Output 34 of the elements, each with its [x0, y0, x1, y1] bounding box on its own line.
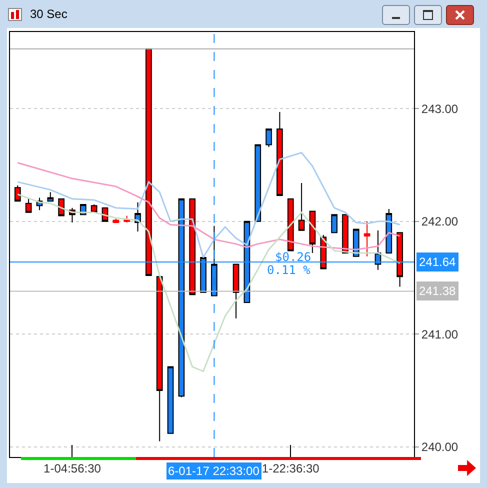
candlestick — [156, 276, 163, 442]
candlestick — [178, 198, 185, 398]
y-tick-label: 242.00 — [421, 214, 458, 229]
candlestick — [200, 256, 206, 293]
ref-line-label: 241.38 — [419, 284, 456, 298]
y-tick-label: 243.00 — [421, 102, 458, 116]
candlestick — [342, 214, 348, 254]
candlestick — [47, 192, 54, 202]
candlestick — [146, 48, 152, 276]
x-tick-label: 1-22:36:30 — [262, 461, 320, 476]
candlestick — [276, 112, 283, 196]
ref-line-label: 241.64 — [419, 255, 456, 269]
candlestick — [331, 214, 338, 234]
line-series — [16, 162, 401, 250]
chart-title: 30 Sec — [30, 7, 68, 21]
candlestick — [254, 144, 262, 222]
annotation: 0.11 % — [267, 263, 312, 277]
candlestick — [167, 366, 174, 434]
annotation: $0.26 — [275, 250, 312, 264]
candlestick — [58, 198, 64, 216]
candlestick — [25, 197, 32, 213]
candlestick — [14, 184, 21, 202]
candlestick — [364, 220, 370, 257]
y-tick-label: 240.00 — [421, 440, 458, 454]
candlestick — [287, 198, 294, 252]
line-series — [16, 194, 401, 372]
candlestick — [232, 264, 240, 319]
candlestick — [396, 232, 403, 288]
x-tick-label: 6-01-17 22:33:00 — [168, 464, 260, 478]
candlestick — [298, 182, 305, 231]
x-tick-label: 1-04:56:30 — [44, 461, 102, 476]
candlestick — [386, 208, 392, 254]
candlestick — [266, 128, 272, 148]
y-tick-label: 241.00 — [421, 327, 458, 342]
